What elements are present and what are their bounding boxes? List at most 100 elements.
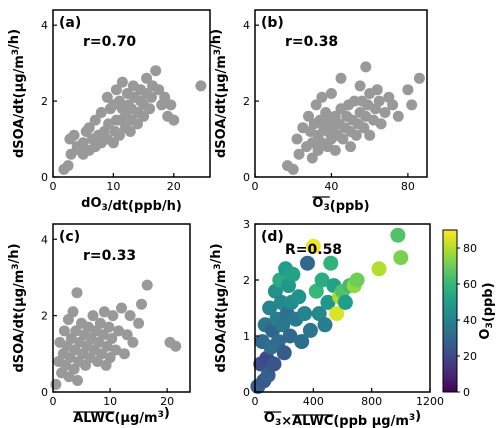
x-tick-label: 10 [106, 180, 120, 193]
axes-frame [52, 9, 211, 178]
axes-frame [254, 9, 428, 178]
x-tick-label: 0 [252, 180, 259, 193]
data-point [358, 122, 370, 134]
x-tick-label: 80 [401, 180, 415, 193]
data-point [349, 272, 365, 288]
data-point [305, 238, 321, 254]
data-point [375, 118, 387, 130]
data-point [62, 160, 74, 172]
data-point [58, 325, 70, 337]
data-point [118, 348, 130, 360]
data-point [103, 321, 115, 333]
data-point [153, 84, 165, 96]
correlation-annotation: R=0.58 [285, 242, 342, 258]
data-point [393, 250, 409, 266]
data-point [138, 110, 150, 122]
x-tick-label: 20 [167, 180, 181, 193]
data-point [350, 129, 362, 141]
data-point [77, 137, 89, 149]
data-point [95, 107, 107, 118]
data-point [266, 356, 282, 372]
data-point [50, 378, 62, 390]
data-point [113, 95, 125, 107]
x-tick-label: 0 [252, 395, 259, 408]
data-point [345, 141, 357, 153]
data-point [87, 310, 99, 322]
data-point [71, 287, 83, 299]
data-point [141, 72, 153, 84]
y-tick-label: 4 [41, 233, 48, 246]
data-point [387, 99, 399, 111]
data-point [314, 272, 330, 288]
data-point [96, 348, 107, 360]
data-point [337, 133, 349, 145]
data-point [113, 129, 125, 141]
y-tick-label: 0 [41, 171, 48, 184]
data-point [136, 298, 147, 310]
data-point [276, 345, 292, 361]
data-point [127, 336, 139, 348]
panel-a: 0 10 20 0 2 4 (a)r=0.70 dO3/dt(ppb/h) dSOA/dt(μg… [7, 9, 211, 214]
data-point [70, 325, 82, 337]
data-point [285, 266, 301, 282]
y-tick-label: 2 [41, 310, 48, 323]
data-point [68, 129, 80, 141]
data-points [250, 227, 409, 394]
colorbar-tick-label: 60 [463, 278, 477, 291]
x-axis-label: O3×ALWC(ppb μg/m3) [264, 409, 421, 428]
data-point [170, 340, 182, 352]
y-axis-label: dSOA/dt(μg/m3/h) [209, 243, 229, 372]
x-tick-label: 800 [361, 395, 382, 408]
data-point [325, 88, 337, 99]
data-point [317, 317, 333, 333]
data-point [329, 144, 341, 156]
colorbar-gradient [442, 229, 458, 393]
panel-b: 0 40 80 0 2 4 (b)r=0.38 O3(ppb) dSOA/dt(μg/m3/h) [209, 9, 428, 214]
data-points [282, 61, 425, 175]
data-point [124, 310, 136, 322]
data-point [116, 302, 127, 314]
data-point [373, 95, 385, 107]
data-point [110, 344, 122, 356]
data-point [107, 310, 119, 322]
data-point [65, 148, 77, 160]
colorbar: 0 20 40 60 80 O3(ppb) [442, 229, 496, 399]
data-point [98, 306, 110, 318]
colorbar-tick-label: 80 [463, 242, 477, 255]
panel-c: 0 10 20 0 2 4 (c)r=0.33 ALWC(μg/m3) dSOA/dt(μg/m… [7, 223, 191, 426]
data-point [413, 72, 425, 84]
x-tick-label: 0 [50, 180, 57, 193]
y-tick-label: 4 [41, 19, 48, 32]
data-point [406, 99, 418, 111]
data-point [165, 99, 177, 111]
data-point [364, 129, 376, 141]
panel-label: (b) [261, 15, 284, 31]
data-point [337, 294, 353, 310]
data-point [335, 72, 347, 84]
data-point [302, 322, 318, 338]
data-point [144, 103, 156, 115]
data-point [371, 261, 387, 277]
data-point [101, 91, 113, 103]
y-tick-label: 2 [243, 95, 250, 108]
colorbar-tick-label: 20 [463, 350, 477, 363]
data-point [329, 306, 345, 322]
x-axis-label: O3(ppb) [312, 196, 369, 214]
y-tick-label: 0 [243, 171, 250, 184]
y-tick-label: 0 [243, 386, 250, 399]
data-point [159, 91, 171, 103]
data-point [402, 84, 414, 96]
data-point [107, 137, 119, 149]
data-point [354, 80, 366, 92]
data-point [110, 84, 122, 96]
y-tick-label: 2 [243, 274, 250, 287]
data-point [360, 61, 372, 73]
data-point [379, 107, 391, 118]
data-point [392, 110, 404, 122]
x-axis-label: dO3/dt(ppb/h) [81, 196, 182, 214]
data-point [116, 76, 128, 88]
data-point [168, 114, 180, 126]
data-point [287, 163, 299, 175]
data-point [308, 283, 324, 299]
